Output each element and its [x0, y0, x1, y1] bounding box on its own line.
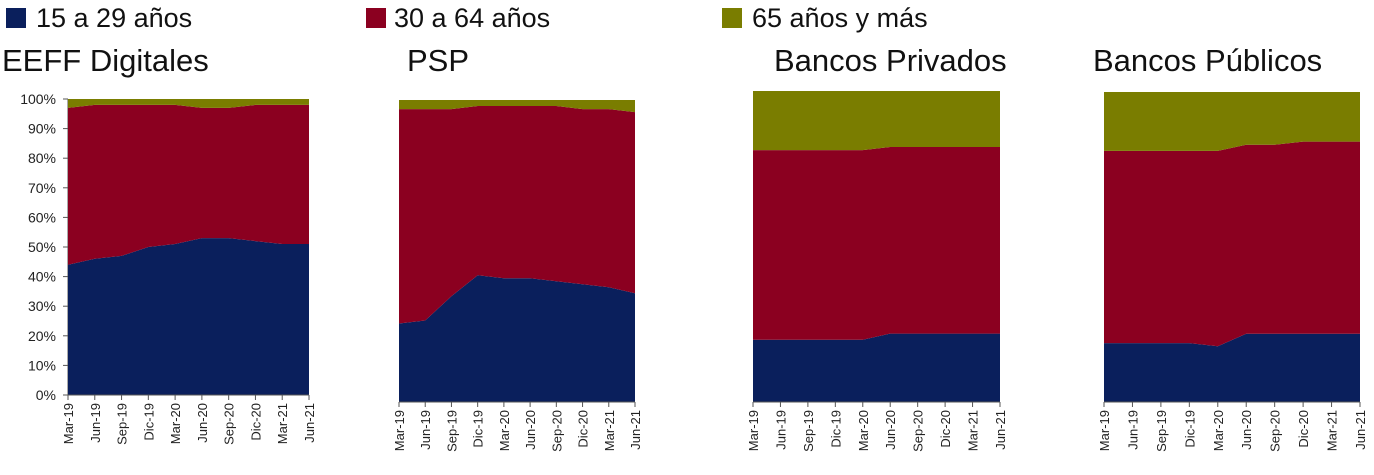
chart-title-bancos-privados: Bancos Privados	[774, 43, 1007, 78]
chart-title-eeff-digitales: EEFF Digitales	[2, 43, 209, 78]
legend-swatch-30-64	[366, 8, 386, 28]
x-tick-label: Jun-21	[628, 410, 643, 450]
area-15-a-29-a-os-bancos-privados	[753, 333, 1000, 402]
legend-item-65-plus: 65 años y más	[722, 3, 928, 33]
x-tick-label: Sep-20	[911, 410, 926, 452]
x-tick-label: Jun-20	[523, 410, 538, 450]
x-tick-label: Mar-19	[746, 410, 761, 451]
chart-bancos-publicos: Mar-19 Jun-19 Sep-19 Dic-19 Mar-20 Jun-20 Sep-…	[1097, 92, 1368, 452]
x-tick-label: Mar-21	[275, 403, 290, 444]
legend-label-65-plus: 65 años y más	[752, 3, 928, 33]
y-tick-label: 0%	[36, 387, 56, 403]
x-tick-label: Sep-19	[115, 403, 130, 445]
legend-label-15-29: 15 a 29 años	[36, 3, 192, 33]
x-tick-label: Mar-20	[856, 410, 871, 451]
x-tick-label: Sep-19	[1154, 410, 1169, 452]
y-tick-label: 40%	[28, 269, 56, 285]
y-tick-label: 70%	[28, 180, 56, 196]
x-tick-label: Jun-21	[993, 410, 1008, 450]
x-tick-label: Mar-19	[1097, 410, 1112, 451]
x-tick-label: Mar-20	[1211, 410, 1226, 451]
area-15-a-29-a-os-psp	[399, 275, 635, 402]
x-tick-label: Jun-21	[302, 403, 317, 443]
x-tick-label: Dic-19	[1182, 410, 1197, 448]
y-axis: 0% 10% 20% 30% 40% 50% 60% 70% 80% 90% 100%	[20, 91, 69, 403]
area-15-a-29-a-os-eeff-digitales	[68, 238, 309, 395]
x-tick-label: Jun-19	[88, 403, 103, 443]
x-tick-label: Dic-20	[576, 410, 591, 448]
x-tick-label: Sep-20	[1268, 410, 1283, 452]
area-30-a-64-a-os-psp	[399, 106, 635, 324]
area-65-a-os-y-m-s-eeff-digitales	[68, 99, 309, 108]
y-tick-label: 80%	[28, 150, 56, 166]
chart-psp: Mar-19 Jun-19 Sep-19 Dic-19 Mar-20 Jun-20 Sep-…	[392, 100, 643, 452]
area-30-a-64-a-os-eeff-digitales	[68, 104, 309, 265]
legend-item-30-64: 30 a 64 años	[366, 3, 550, 33]
area-30-a-64-a-os-bancos-p-blicos	[1104, 141, 1360, 347]
x-tick-label: Mar-19	[392, 410, 407, 451]
x-tick-label: Sep-20	[222, 403, 237, 445]
area-30-a-64-a-os-bancos-privados	[753, 147, 1000, 340]
y-tick-label: 30%	[28, 298, 56, 314]
chart-title-bancos-publicos: Bancos Públicos	[1093, 43, 1322, 78]
x-tick-label: Mar-21	[966, 410, 981, 451]
legend-swatch-65-plus	[722, 8, 742, 28]
y-tick-label: 50%	[28, 239, 56, 255]
x-tick-label: Sep-20	[549, 410, 564, 452]
x-tick-label: Mar-21	[602, 410, 617, 451]
y-tick-label: 100%	[20, 91, 56, 107]
y-tick-label: 90%	[28, 121, 56, 137]
x-tick-label: Jun-19	[418, 410, 433, 450]
x-tick-label: Mar-21	[1325, 410, 1340, 451]
x-tick-label: Jun-20	[1239, 410, 1254, 450]
legend-item-15-29: 15 a 29 años	[6, 3, 192, 33]
legend-label-30-64: 30 a 64 años	[394, 3, 550, 33]
x-tick-label: Dic-20	[938, 410, 953, 448]
x-tick-label: Jun-20	[195, 403, 210, 443]
x-tick-label: Dic-19	[141, 403, 156, 441]
x-tick-label: Dic-20	[248, 403, 263, 441]
legend-swatch-15-29	[6, 8, 26, 28]
x-tick-label: Dic-19	[828, 410, 843, 448]
area-65-a-os-y-m-s-bancos-p-blicos	[1104, 92, 1360, 151]
area-65-a-os-y-m-s-bancos-privados	[753, 91, 1000, 151]
x-tick-label: Jun-19	[1125, 410, 1140, 450]
chart-title-psp: PSP	[407, 43, 469, 78]
area-15-a-29-a-os-bancos-p-blicos	[1104, 333, 1360, 402]
x-tick-label: Mar-20	[497, 410, 512, 451]
x-tick-label: Mar-19	[61, 403, 76, 444]
x-tick-label: Dic-19	[471, 410, 486, 448]
x-tick-label: Dic-20	[1296, 410, 1311, 448]
y-tick-label: 60%	[28, 209, 56, 225]
x-tick-label: Sep-19	[444, 410, 459, 452]
y-tick-label: 10%	[28, 357, 56, 373]
area-65-a-os-y-m-s-psp	[399, 100, 635, 113]
chart-eeff-digitales: Mar-19 Jun-19 Sep-19 Dic-19 Mar-20 Jun-20 Sep-…	[61, 99, 317, 445]
chart-bancos-privados: Mar-19 Jun-19 Sep-19 Dic-19 Mar-20 Jun-20 Sep-…	[746, 91, 1008, 452]
x-tick-label: Jun-20	[883, 410, 898, 450]
x-tick-label: Sep-19	[801, 410, 816, 452]
y-tick-label: 20%	[28, 328, 56, 344]
x-tick-label: Mar-20	[168, 403, 183, 444]
legend: 15 a 29 años 30 a 64 años 65 años y más	[6, 3, 928, 33]
x-tick-label: Jun-21	[1353, 410, 1368, 450]
x-tick-label: Jun-19	[773, 410, 788, 450]
